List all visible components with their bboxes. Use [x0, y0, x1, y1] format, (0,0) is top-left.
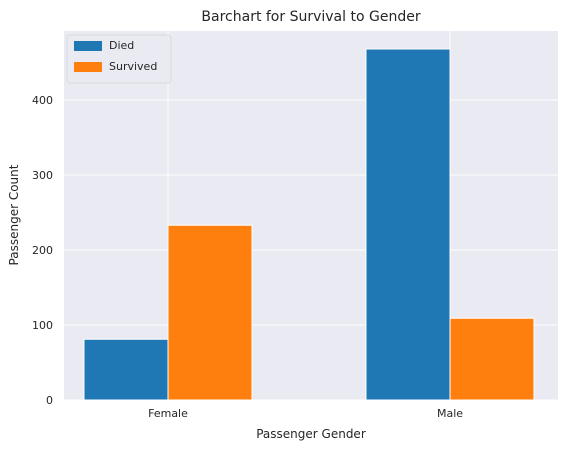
y-axis-label: Passenger Count: [7, 164, 21, 265]
y-tick-label: 100: [32, 319, 53, 332]
x-tick-labels: Female Male: [148, 407, 463, 420]
y-tick-labels: 0 100 200 300 400: [32, 94, 53, 407]
bar-died-female: [83, 338, 169, 401]
x-tick-label-male: Male: [437, 407, 463, 420]
bar-died-male: [365, 48, 451, 401]
legend-swatch-survived: [74, 62, 102, 72]
legend-label-survived: Survived: [109, 60, 157, 73]
chart-title: Barchart for Survival to Gender: [201, 9, 420, 25]
y-tick-label: 0: [46, 394, 53, 407]
x-tick-label-female: Female: [148, 407, 188, 420]
legend-swatch-died: [74, 41, 102, 51]
legend-label-died: Died: [109, 39, 134, 52]
x-axis-label: Passenger Gender: [256, 427, 366, 441]
legend: Died Survived: [66, 34, 172, 84]
bar-survived-male: [449, 317, 535, 401]
y-tick-label: 400: [32, 94, 53, 107]
y-tick-label: 200: [32, 244, 53, 257]
y-tick-label: 300: [32, 169, 53, 182]
bar-survived-female: [167, 224, 253, 401]
bars: [83, 48, 535, 401]
